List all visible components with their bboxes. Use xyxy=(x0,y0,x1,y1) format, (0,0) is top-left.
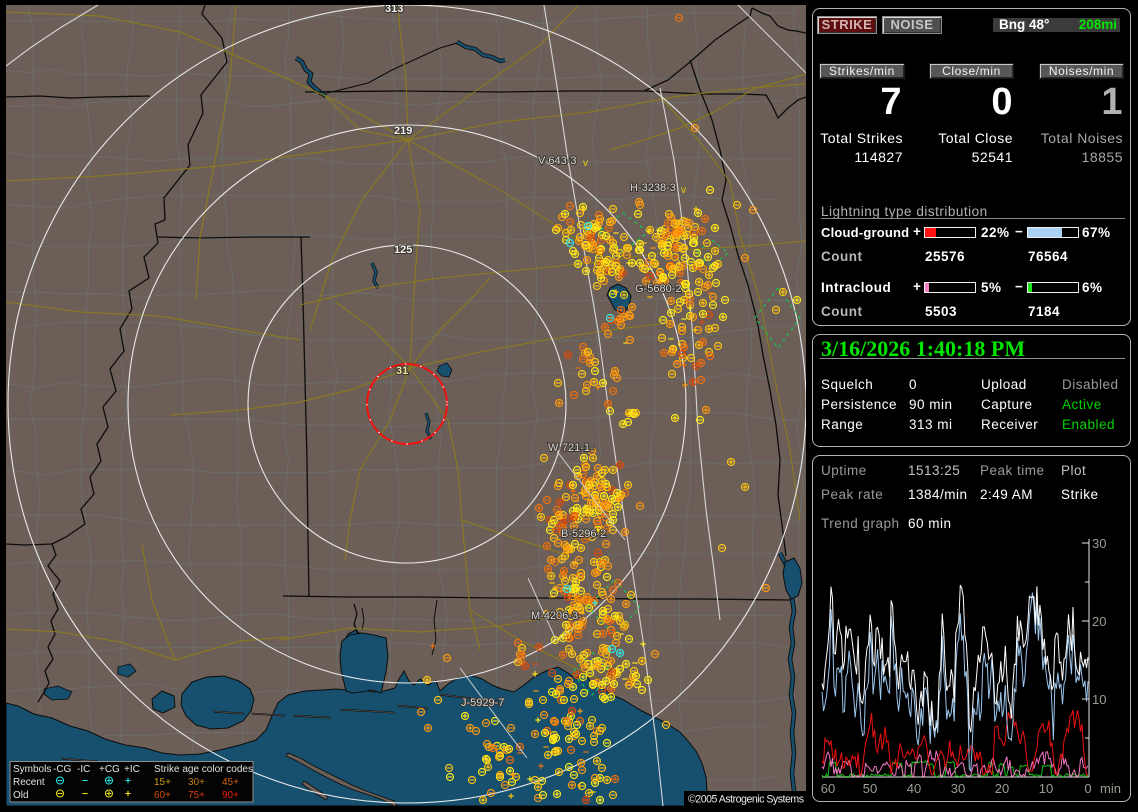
svg-text:Strike age color codes: Strike age color codes xyxy=(154,764,253,775)
svg-text:©2005 Astrogenic Systems: ©2005 Astrogenic Systems xyxy=(688,794,804,806)
svg-text:20: 20 xyxy=(1092,614,1106,629)
svg-text:min: min xyxy=(1100,781,1121,796)
svg-text:+CG: +CG xyxy=(99,764,120,775)
svg-text:v: v xyxy=(583,158,588,169)
svg-text:-CG: -CG xyxy=(53,764,72,775)
svg-text:125: 125 xyxy=(394,244,412,256)
svg-text:H-3238-3: H-3238-3 xyxy=(630,182,676,194)
svg-text:60: 60 xyxy=(821,781,835,796)
svg-text:Symbols: Symbols xyxy=(13,764,51,775)
svg-text:B-5296-2: B-5296-2 xyxy=(561,528,606,540)
svg-text:60+: 60+ xyxy=(154,790,171,801)
svg-text:75+: 75+ xyxy=(188,790,205,801)
svg-text:G-5680-2: G-5680-2 xyxy=(635,283,681,295)
svg-text:M-4206-3-: M-4206-3- xyxy=(531,610,582,622)
svg-text:30: 30 xyxy=(951,781,965,796)
svg-text:-IC: -IC xyxy=(77,764,90,775)
svg-text:30: 30 xyxy=(1092,536,1106,551)
svg-text:v: v xyxy=(681,185,686,196)
svg-text:219: 219 xyxy=(394,125,412,137)
svg-text:40: 40 xyxy=(907,781,921,796)
svg-text:10: 10 xyxy=(1092,692,1106,707)
svg-text:Old: Old xyxy=(13,790,29,801)
svg-text:V-643-3: V-643-3 xyxy=(538,155,577,167)
svg-text:90+: 90+ xyxy=(222,790,239,801)
svg-text:20: 20 xyxy=(995,781,1009,796)
svg-text:15+: 15+ xyxy=(154,777,171,788)
svg-text:+IC: +IC xyxy=(124,764,140,775)
svg-text:10: 10 xyxy=(1039,781,1053,796)
svg-text:313: 313 xyxy=(385,5,403,15)
svg-text:50: 50 xyxy=(863,781,877,796)
svg-text:30+: 30+ xyxy=(188,777,205,788)
svg-text:0: 0 xyxy=(1084,781,1091,796)
svg-text:Recent: Recent xyxy=(13,777,45,788)
svg-text:31: 31 xyxy=(396,365,408,377)
svg-text:W-721-1-: W-721-1- xyxy=(548,442,594,454)
svg-text:45+: 45+ xyxy=(222,777,239,788)
svg-text:J-5929-7: J-5929-7 xyxy=(461,697,504,709)
